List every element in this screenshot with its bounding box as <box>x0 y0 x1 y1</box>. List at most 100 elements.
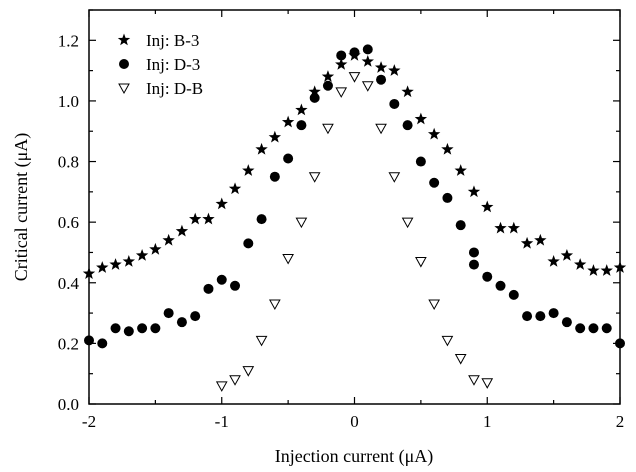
series-2-point <box>230 280 241 291</box>
series-2-point <box>110 323 121 334</box>
series-1-point <box>162 233 175 246</box>
series-2-point <box>468 259 479 270</box>
series-2-point <box>269 171 280 182</box>
series-2-point <box>256 214 267 225</box>
series-2-point <box>389 98 400 109</box>
series-1-point <box>202 212 215 225</box>
series-1-point <box>441 142 454 155</box>
series-2-point <box>97 338 108 349</box>
series-2-point <box>482 271 493 282</box>
series-1-point <box>507 221 520 234</box>
series-3-point <box>401 217 414 229</box>
series-2-point <box>402 120 413 131</box>
series-2-point <box>336 50 347 61</box>
series-2-point <box>137 323 148 334</box>
series-3-point <box>375 123 387 135</box>
series-1-point <box>547 255 560 267</box>
legend-label: Inj: D-B <box>146 79 203 98</box>
series-1-point <box>560 248 574 261</box>
series-2-point <box>283 153 294 164</box>
series-2-point <box>415 156 426 167</box>
series-1-point <box>335 58 348 70</box>
x-tick-label: 2 <box>616 412 625 431</box>
series-1-point <box>388 64 401 76</box>
series-1-point <box>255 142 268 155</box>
series-1-point <box>454 164 467 176</box>
series-1-point <box>308 85 321 98</box>
series-1-point <box>401 85 414 98</box>
series-1-point <box>481 200 494 213</box>
series-3-point <box>361 81 374 92</box>
legend-marker <box>119 59 129 69</box>
series-1-point <box>321 70 335 82</box>
legend-marker <box>118 83 130 95</box>
series-1-point <box>96 261 109 273</box>
y-tick-label: 0.0 <box>58 395 79 414</box>
series-3-point <box>322 123 334 135</box>
series-3-point <box>308 172 321 183</box>
series-3-point <box>415 257 427 268</box>
series-1-point <box>587 264 600 276</box>
series-3-point <box>215 381 228 392</box>
series-2-point <box>150 323 161 334</box>
series-1-point <box>467 185 481 198</box>
series-3-point <box>255 335 268 347</box>
series-3-point <box>388 172 401 183</box>
series-3-point <box>348 72 361 83</box>
series-2-point <box>561 317 572 328</box>
x-tick-label: 0 <box>350 412 359 431</box>
series-2-point <box>522 311 533 322</box>
series-1-point <box>427 127 441 140</box>
series-3-point <box>454 354 467 365</box>
y-axis-title: Critical current (μA) <box>11 133 32 282</box>
series-1-point <box>414 112 428 125</box>
series-2-point <box>468 247 479 258</box>
series-1-point <box>175 224 189 237</box>
legend-label: Inj: B-3 <box>146 31 199 50</box>
series-2-point <box>309 92 320 103</box>
series-1-point <box>122 255 136 267</box>
series-2-point <box>588 323 599 334</box>
y-tick-label: 1.2 <box>58 31 79 50</box>
tick-labels: -2 -1 0 1 2 0.0 0.2 0.4 0.6 0.8 1.0 1.2 <box>58 31 625 431</box>
series-2-point <box>349 47 360 58</box>
series-3-point <box>229 375 241 386</box>
y-tick-label: 0.6 <box>58 213 79 232</box>
y-tick-label: 1.0 <box>58 92 79 111</box>
series-1-point <box>268 130 282 143</box>
series-2-point <box>535 311 546 322</box>
series-3-point <box>242 366 255 377</box>
series-2-point <box>442 192 453 203</box>
x-axis-title: Injection current (μA) <box>275 446 434 467</box>
legend-label: Inj: D-3 <box>146 55 200 74</box>
series-1-point <box>135 248 149 261</box>
axis-ticks <box>88 9 621 405</box>
series-2-point <box>296 120 307 131</box>
series-2-point <box>190 311 201 322</box>
y-tick-label: 0.4 <box>58 274 80 293</box>
series-1-point <box>494 221 507 234</box>
x-tick-label: 1 <box>483 412 492 431</box>
y-tick-label: 0.8 <box>58 153 79 172</box>
series-3-point <box>269 299 281 311</box>
series-3-point <box>468 375 480 386</box>
series-1-point <box>228 182 242 195</box>
series-2-point <box>322 80 333 91</box>
series-3-point <box>481 378 494 389</box>
series-2-point <box>203 283 214 294</box>
series-3-point <box>428 299 440 311</box>
series-2-point <box>376 74 387 85</box>
series-1-point <box>600 264 613 276</box>
series-1-point <box>295 103 308 116</box>
series-1-point <box>520 236 534 249</box>
series-1-point <box>374 61 388 73</box>
series-2-point <box>362 44 373 55</box>
series-2-point <box>601 323 612 334</box>
series-3-point <box>295 217 308 229</box>
y-tick-label: 0.2 <box>58 334 79 353</box>
series-1-point <box>361 55 374 67</box>
series-1-point <box>109 258 122 270</box>
series-2-point <box>243 238 254 249</box>
series-2-point <box>163 308 174 319</box>
